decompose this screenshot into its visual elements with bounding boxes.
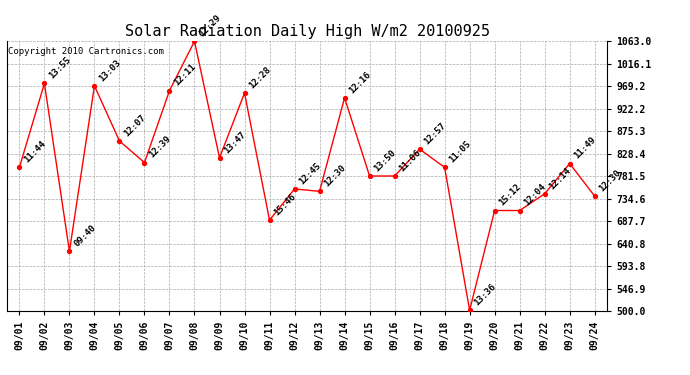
Text: 15:12: 15:12	[497, 182, 523, 208]
Text: 12:16: 12:16	[347, 70, 373, 95]
Text: 09:40: 09:40	[72, 223, 97, 249]
Text: 12:04: 12:04	[522, 182, 548, 208]
Text: 12:30: 12:30	[322, 163, 348, 189]
Text: 12:11: 12:11	[172, 63, 197, 88]
Title: Solar Radiation Daily High W/m2 20100925: Solar Radiation Daily High W/m2 20100925	[125, 24, 489, 39]
Text: 12:45: 12:45	[297, 161, 323, 186]
Text: 12:07: 12:07	[122, 113, 148, 138]
Text: 12:28: 12:28	[247, 65, 273, 90]
Text: 12:57: 12:57	[422, 121, 448, 146]
Text: 12:29: 12:29	[197, 13, 223, 39]
Text: 11:44: 11:44	[22, 139, 48, 165]
Text: Copyright 2010 Cartronics.com: Copyright 2010 Cartronics.com	[8, 46, 164, 56]
Text: 11:49: 11:49	[573, 135, 598, 161]
Text: 11:05: 11:05	[447, 139, 473, 165]
Text: 13:55: 13:55	[47, 55, 72, 81]
Text: 13:03: 13:03	[97, 58, 123, 83]
Text: 11:06: 11:06	[397, 148, 423, 173]
Text: 12:39: 12:39	[147, 134, 172, 160]
Text: 12:30: 12:30	[598, 168, 623, 194]
Text: 12:14: 12:14	[547, 166, 573, 191]
Text: 15:46: 15:46	[273, 192, 297, 217]
Text: 13:50: 13:50	[373, 148, 397, 173]
Text: 13:36: 13:36	[473, 282, 497, 308]
Text: 13:47: 13:47	[222, 130, 248, 155]
